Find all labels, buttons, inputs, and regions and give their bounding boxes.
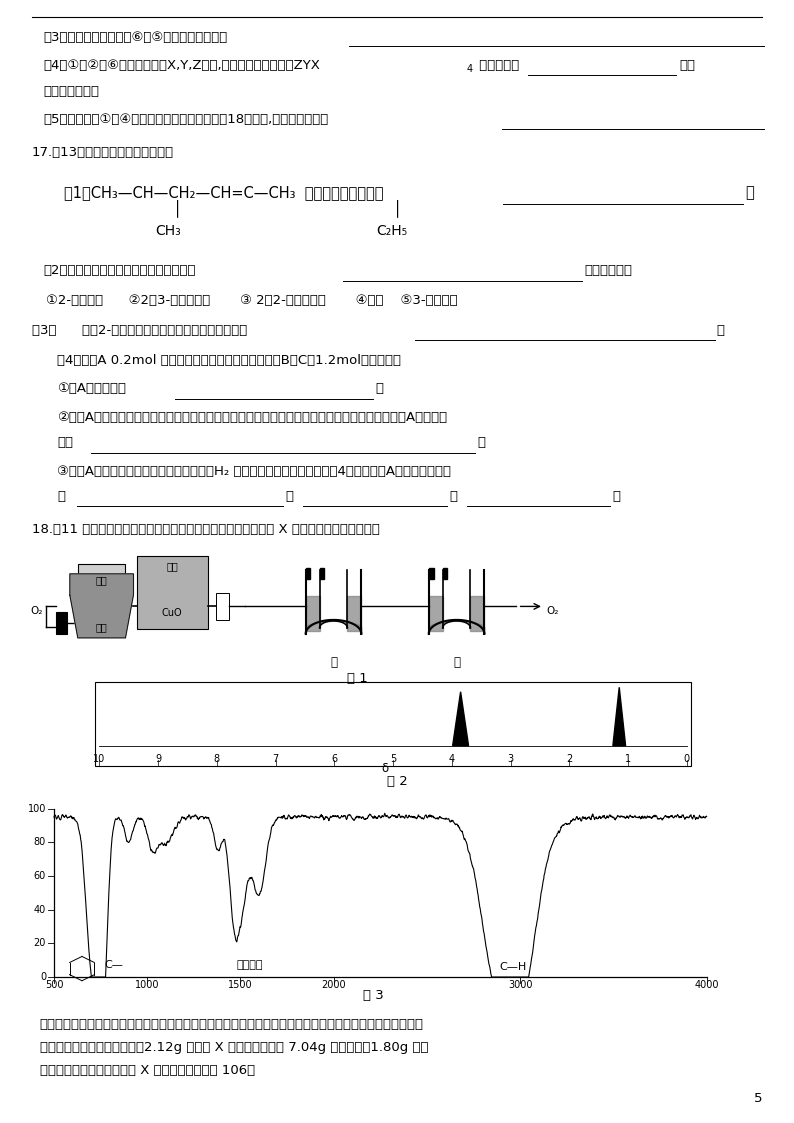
Polygon shape — [470, 596, 484, 631]
Text: 10: 10 — [93, 754, 106, 764]
Bar — [216, 593, 229, 620]
Text: CH₃: CH₃ — [156, 225, 181, 238]
Text: ②若烃A不能使溴水褪色，但在一定条件下能与氯气发生取代反应，其一氯代物只有一种，则此烃A的结构简: ②若烃A不能使溴水褪色，但在一定条件下能与氯气发生取代反应，其一氯代物只有一种，… — [57, 411, 447, 424]
Text: C—H: C—H — [499, 962, 526, 971]
Text: （3）      写出2-丁烯在一定条件下加聚产物的结构简式: （3） 写出2-丁烯在一定条件下加聚产物的结构简式 — [32, 323, 247, 337]
Text: 。: 。 — [716, 323, 724, 337]
Text: （4）①、②、⑥的元素符号用X,Y,Z表示,它们所形成的化合物ZYX: （4）①、②、⑥的元素符号用X,Y,Z表示,它们所形成的化合物ZYX — [44, 58, 321, 72]
Text: δ: δ — [382, 761, 388, 775]
Text: （填序号）。: （填序号）。 — [584, 264, 632, 277]
Text: 图 2: 图 2 — [387, 775, 407, 788]
Text: （用: （用 — [680, 58, 696, 72]
Text: 试样: 试样 — [96, 622, 107, 632]
Text: 步骤二：通过仪器分析得知 X 的相对分子质量为 106。: 步骤二：通过仪器分析得知 X 的相对分子质量为 106。 — [40, 1063, 255, 1077]
Text: 4000: 4000 — [695, 980, 719, 990]
Text: 2000: 2000 — [322, 980, 346, 990]
Text: （4）某烃A 0.2mol 在氧气中完全燃烧后，生成化合物B、C各1.2mol，试回答：: （4）某烃A 0.2mol 在氧气中完全燃烧后，生成化合物B、C各1.2mol，… — [57, 354, 401, 367]
Text: 的电子式为: 的电子式为 — [475, 58, 519, 72]
Text: ，: ， — [449, 490, 457, 503]
Text: 式为: 式为 — [57, 436, 73, 449]
Text: CuO: CuO — [162, 608, 183, 618]
Polygon shape — [429, 568, 434, 579]
Text: 18.（11 分）某研究性学习小组为确定一种从煤中提取的液态烃 X 的结构，对其进行探究。: 18.（11 分）某研究性学习小组为确定一种从煤中提取的液态烃 X 的结构，对其… — [32, 522, 380, 536]
Text: 5: 5 — [754, 1092, 762, 1105]
Text: 0: 0 — [40, 973, 46, 982]
Text: C—: C— — [104, 960, 123, 970]
Text: 电炉: 电炉 — [167, 562, 178, 572]
Text: 40: 40 — [34, 905, 46, 914]
Bar — [78, 564, 125, 597]
Text: 图 1: 图 1 — [347, 672, 368, 685]
Text: 60: 60 — [34, 871, 46, 880]
Text: ，: ， — [286, 490, 294, 503]
Text: O₂: O₂ — [546, 606, 559, 615]
Text: 17.（13分）按要求回答下列问题：: 17.（13分）按要求回答下列问题： — [32, 146, 174, 159]
Text: ①烃A的分子式为: ①烃A的分子式为 — [57, 382, 126, 395]
Polygon shape — [306, 568, 310, 579]
Text: 6: 6 — [331, 754, 337, 764]
Text: （5）甲是元素①与④形成的化合物，分子中含有18个电子,则甲的结构式为: （5）甲是元素①与④形成的化合物，分子中含有18个电子,则甲的结构式为 — [44, 112, 329, 126]
Text: （1）CH₃—CH—CH₂—CH=C—CH₃  系统命名的名称为：: （1）CH₃—CH—CH₂—CH=C—CH₃ 系统命名的名称为： — [64, 185, 383, 200]
Polygon shape — [319, 568, 324, 579]
Text: 7: 7 — [272, 754, 279, 764]
Text: 0: 0 — [684, 754, 690, 764]
Text: 5: 5 — [390, 754, 396, 764]
Text: 8: 8 — [214, 754, 220, 764]
Text: │: │ — [173, 199, 182, 217]
Text: O₂: O₂ — [30, 606, 43, 615]
Text: 乙: 乙 — [453, 656, 460, 669]
Text: 100: 100 — [28, 804, 46, 813]
Text: 4: 4 — [467, 64, 473, 74]
Polygon shape — [453, 692, 468, 746]
Bar — [137, 556, 208, 629]
Text: 。: 。 — [745, 185, 754, 200]
Text: 3: 3 — [507, 754, 514, 764]
Text: 4: 4 — [449, 754, 455, 764]
Text: 图 3: 图 3 — [363, 988, 384, 1002]
Text: 。: 。 — [612, 490, 620, 503]
Polygon shape — [306, 596, 319, 631]
Text: 。: 。 — [376, 382, 384, 395]
Text: （2）下列物质的熔沸点由高到低的排序为: （2）下列物质的熔沸点由高到低的排序为 — [44, 264, 196, 277]
Text: 1000: 1000 — [135, 980, 160, 990]
Text: 电炉: 电炉 — [96, 576, 107, 585]
Bar — [95, 682, 691, 766]
Polygon shape — [613, 687, 626, 746]
Text: 500: 500 — [44, 980, 64, 990]
Text: │: │ — [393, 199, 402, 217]
Text: 3000: 3000 — [508, 980, 533, 990]
Text: 1: 1 — [625, 754, 631, 764]
Text: （3）用电子式表示元素⑥与⑤形成化合物的过程: （3）用电子式表示元素⑥与⑤形成化合物的过程 — [44, 30, 228, 44]
Text: 元素符号表示）: 元素符号表示） — [44, 84, 100, 98]
Text: 甲: 甲 — [330, 656, 337, 669]
Text: ①2-甲基丁烷      ②2，3-二甲基丁烷       ③ 2，2-二甲基丙烷       ④戊烷    ⑤3-甲基戊烷: ①2-甲基丁烷 ②2，3-二甲基丁烷 ③ 2，2-二甲基丙烷 ④戊烷 ⑤3-甲基… — [46, 293, 457, 307]
Text: 20: 20 — [33, 939, 46, 948]
Polygon shape — [429, 596, 443, 631]
Text: 。: 。 — [477, 436, 485, 449]
Polygon shape — [348, 596, 361, 631]
Text: 80: 80 — [34, 838, 46, 847]
Polygon shape — [443, 568, 448, 579]
Text: 2: 2 — [566, 754, 572, 764]
Text: C₂H₅: C₂H₅ — [376, 225, 407, 238]
Text: 苯环骨架: 苯环骨架 — [237, 960, 263, 970]
Polygon shape — [70, 574, 133, 638]
Text: 氢氧化钠的吸收管完全吸收，2.12g 有机物 X 的蒸气氧化产生 7.04g 二氧化碳和1.80g 水。: 氢氧化钠的吸收管完全吸收，2.12g 有机物 X 的蒸气氧化产生 7.04g 二… — [40, 1041, 428, 1054]
Bar — [56, 612, 67, 634]
Text: 步骤一：这种碳氢化合物蒸气通过热的氧化铜（催化剂），氧化成二氧化碳和水，再用装有无水氯化钙和固体: 步骤一：这种碳氢化合物蒸气通过热的氧化铜（催化剂），氧化成二氧化碳和水，再用装有… — [40, 1017, 424, 1031]
Text: ③若烃A能使溴水褪色，在催化剂作用下与H₂ 加成，其加成产物分子中含有4个甲基，烃A可能的结构简式: ③若烃A能使溴水褪色，在催化剂作用下与H₂ 加成，其加成产物分子中含有4个甲基，… — [57, 465, 451, 478]
Text: 1500: 1500 — [228, 980, 252, 990]
Text: 9: 9 — [155, 754, 161, 764]
Text: 为: 为 — [57, 490, 65, 503]
